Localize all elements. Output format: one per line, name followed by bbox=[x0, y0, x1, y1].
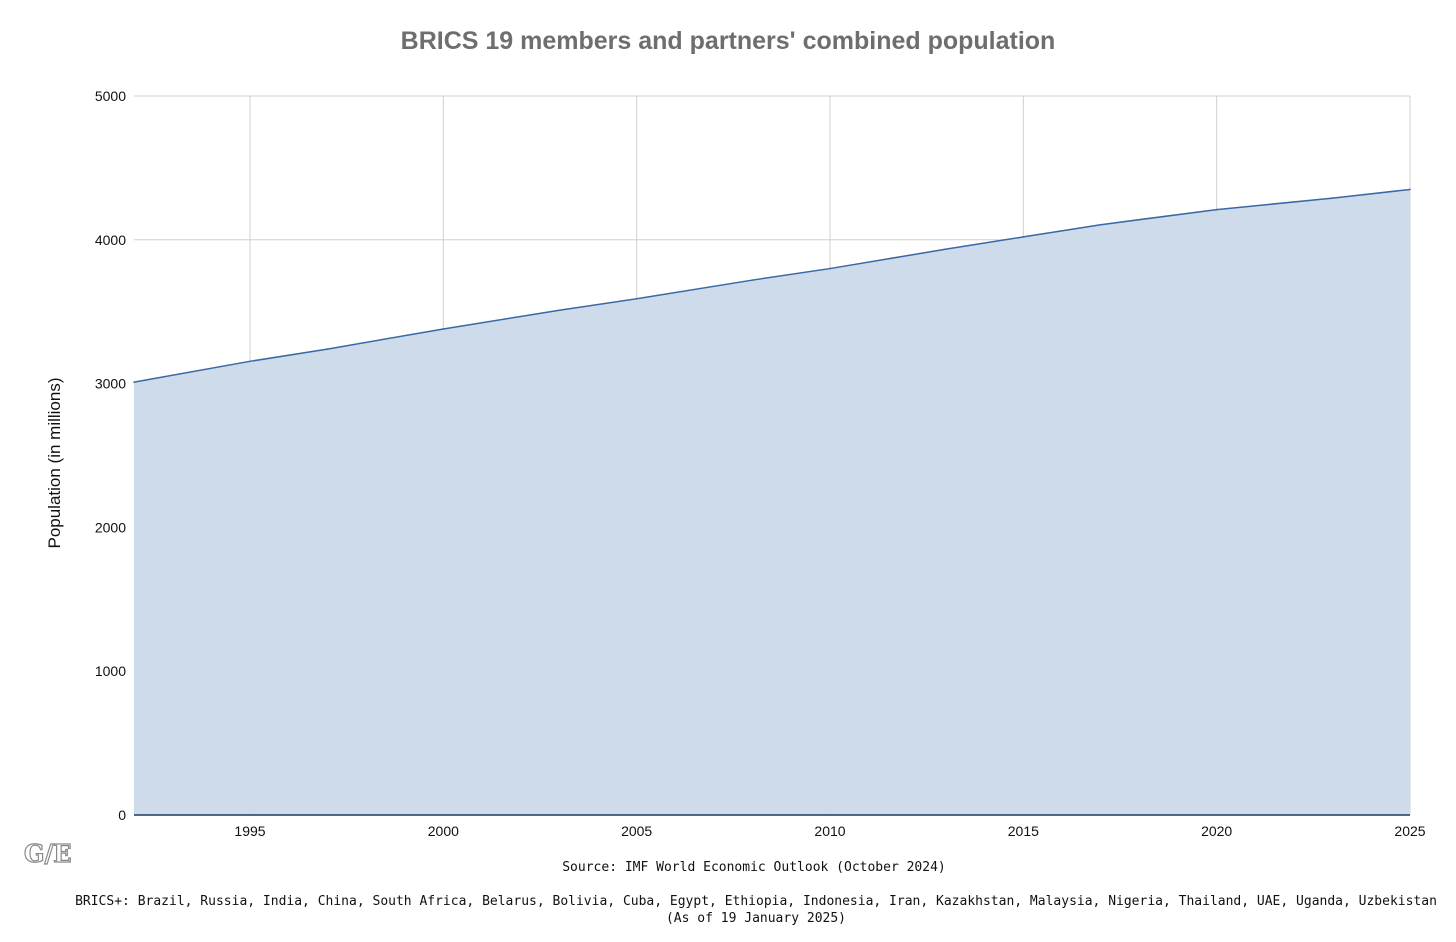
x-tick-label: 2015 bbox=[1008, 823, 1039, 839]
data-point bbox=[1099, 223, 1102, 226]
data-point bbox=[249, 360, 251, 363]
y-tick-label: 1000 bbox=[95, 663, 126, 679]
x-tick-label: 2005 bbox=[621, 823, 652, 839]
data-point bbox=[133, 381, 135, 383]
data-point bbox=[945, 248, 947, 250]
data-point bbox=[829, 267, 831, 270]
y-tick-label: 2000 bbox=[95, 519, 126, 535]
x-tick-label: 2025 bbox=[1394, 823, 1425, 839]
data-point bbox=[442, 328, 445, 330]
logo: G/E bbox=[24, 839, 72, 868]
data-point bbox=[558, 309, 561, 312]
y-tick-label: 3000 bbox=[95, 376, 126, 392]
data-point bbox=[326, 348, 329, 350]
x-tick-label: 2000 bbox=[428, 823, 459, 839]
x-tick-label: 2010 bbox=[814, 823, 845, 839]
chart-title: BRICS 19 members and partners' combined … bbox=[401, 27, 1056, 55]
x-tick-label: 2020 bbox=[1201, 823, 1232, 839]
data-point bbox=[751, 279, 754, 281]
date-note: (As of 19 January 2025) bbox=[666, 911, 846, 926]
area-series bbox=[133, 188, 1411, 816]
y-tick-label: 0 bbox=[118, 807, 126, 823]
data-point bbox=[1331, 197, 1334, 199]
y-tick-label: 4000 bbox=[95, 232, 126, 248]
y-tick-label: 5000 bbox=[95, 88, 126, 104]
data-point bbox=[635, 297, 638, 300]
axes: 0 1000 2000 3000 4000 5000 1995 2000 2005 2010 201… bbox=[95, 88, 1426, 839]
x-tick-label: 1995 bbox=[234, 823, 265, 839]
area-fill bbox=[134, 189, 1410, 816]
data-point bbox=[1022, 236, 1025, 238]
series-line bbox=[133, 188, 1411, 383]
source-note: Source: IMF World Economic Outlook (Octo… bbox=[562, 860, 946, 875]
members-note: BRICS+: Brazil, Russia, India, China, So… bbox=[75, 894, 1437, 909]
y-axis-label: Population (in millions) bbox=[45, 377, 64, 548]
data-point bbox=[1215, 208, 1218, 211]
data-point bbox=[1409, 188, 1411, 191]
